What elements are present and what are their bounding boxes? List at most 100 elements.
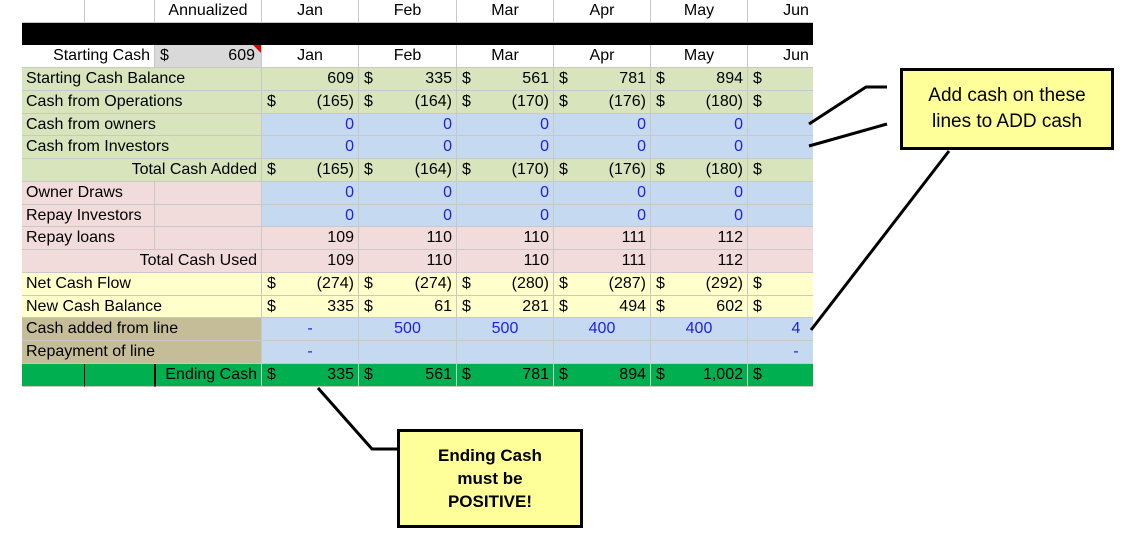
month-value-cell[interactable]: $894 xyxy=(554,363,651,387)
month-value-cell[interactable]: $ (176) xyxy=(554,159,651,182)
annualized-cell[interactable] xyxy=(155,227,262,250)
month-value-cell[interactable]: $335 xyxy=(359,68,457,91)
month-value-cell[interactable]: $281 xyxy=(457,295,554,319)
starting-cash-input[interactable]: $ 609 xyxy=(155,45,262,68)
month-value-cell[interactable]: $61 xyxy=(359,295,457,319)
month-value-cell[interactable]: 500 xyxy=(359,318,457,341)
month-value-cell[interactable]: 0 xyxy=(651,204,748,228)
month-value-cell[interactable] xyxy=(748,250,813,273)
month-value-cell[interactable]: $561 xyxy=(359,363,457,387)
ending-cash-blank-cell[interactable] xyxy=(85,363,155,387)
month-value-cell[interactable]: - xyxy=(748,341,813,364)
month-value-cell[interactable]: $1,1 xyxy=(748,363,813,387)
column-header-mar[interactable]: Mar xyxy=(457,0,554,23)
column-header-apr[interactable]: Apr xyxy=(554,0,651,23)
annualized-cell[interactable] xyxy=(155,204,262,228)
month-value-cell[interactable]: $602 xyxy=(651,295,748,319)
month-value-cell[interactable]: $ (274) xyxy=(262,272,359,296)
month-value-cell[interactable]: $335 xyxy=(262,363,359,387)
month-value-cell[interactable]: 0 xyxy=(262,181,359,205)
month-value-cell[interactable] xyxy=(554,341,651,364)
month-value-cell[interactable]: 112 xyxy=(651,227,748,250)
month-value-cell[interactable]: 110 xyxy=(359,227,457,250)
month-value-cell[interactable]: 110 xyxy=(359,250,457,273)
month-value-cell[interactable]: - xyxy=(262,318,359,341)
month-value-cell[interactable]: 112 xyxy=(651,250,748,273)
month-value-cell[interactable]: 0 xyxy=(554,204,651,228)
month-value-cell[interactable]: 609 xyxy=(262,68,359,91)
month-value-cell[interactable]: 0 xyxy=(651,181,748,205)
month-value-cell[interactable] xyxy=(359,341,457,364)
month-value-cell[interactable]: 0 xyxy=(262,136,359,159)
month-value-cell[interactable]: $335 xyxy=(262,295,359,319)
month-value-cell[interactable]: $ (165) xyxy=(262,90,359,114)
month-value-cell[interactable]: 111 xyxy=(554,227,651,250)
month-value-cell[interactable]: 111 xyxy=(554,250,651,273)
month-value-cell[interactable]: - xyxy=(262,341,359,364)
month-value-cell[interactable]: $781 xyxy=(457,363,554,387)
month-value-cell[interactable] xyxy=(457,341,554,364)
month-value-cell[interactable]: $ (180) xyxy=(651,90,748,114)
annualized-cell[interactable] xyxy=(155,181,262,205)
month-value-cell[interactable]: $(1 xyxy=(748,90,813,114)
month-value-cell[interactable]: $ (287) xyxy=(554,272,651,296)
month-value-cell[interactable]: 110 xyxy=(457,227,554,250)
month-value-cell[interactable]: $ (274) xyxy=(359,272,457,296)
month-value-cell[interactable]: 0 xyxy=(651,136,748,159)
month-value-cell[interactable]: 0 xyxy=(359,113,457,137)
cell-value: 110 xyxy=(426,229,452,247)
month-value-cell[interactable]: $7 xyxy=(748,295,813,319)
month-value-cell[interactable]: $894 xyxy=(651,68,748,91)
month-value-cell[interactable]: 0 xyxy=(457,136,554,159)
month-value-cell[interactable]: 0 xyxy=(359,181,457,205)
month-value-cell[interactable]: $ (176) xyxy=(554,90,651,114)
month-value-cell[interactable] xyxy=(651,341,748,364)
month-value-cell[interactable]: 109 xyxy=(262,250,359,273)
month-value-cell[interactable]: $(2 xyxy=(748,272,813,296)
column-header-annualized[interactable]: Annualized xyxy=(155,0,262,23)
month-value-cell[interactable]: 0 xyxy=(457,204,554,228)
month-value-cell[interactable]: 4 xyxy=(748,318,813,341)
column-header-jan[interactable]: Jan xyxy=(262,0,359,23)
column-header-jun[interactable]: Jun xyxy=(748,0,813,23)
month-value-cell[interactable]: 110 xyxy=(457,250,554,273)
month-value-cell[interactable]: 0 xyxy=(554,181,651,205)
month-value-cell[interactable]: $561 xyxy=(457,68,554,91)
month-value-cell[interactable] xyxy=(748,113,813,137)
month-value-cell[interactable] xyxy=(748,181,813,205)
month-value-cell[interactable]: $ (165) xyxy=(262,159,359,182)
month-value-cell[interactable]: $(1 xyxy=(748,159,813,182)
month-value-cell[interactable] xyxy=(748,136,813,159)
month-value-cell[interactable] xyxy=(748,204,813,228)
month-value-cell[interactable]: $1,0 xyxy=(748,68,813,91)
ending-cash-blank-cell[interactable] xyxy=(22,363,85,387)
cell-value: 0 xyxy=(540,206,549,224)
month-value-cell[interactable]: $ (164) xyxy=(359,159,457,182)
column-header-feb[interactable]: Feb xyxy=(359,0,457,23)
month-value-cell[interactable]: 0 xyxy=(554,113,651,137)
month-value-cell[interactable]: $ (180) xyxy=(651,159,748,182)
month-value-cell[interactable]: 0 xyxy=(457,181,554,205)
month-value-cell[interactable]: 400 xyxy=(651,318,748,341)
month-value-cell[interactable]: $ (170) xyxy=(457,159,554,182)
month-value-cell[interactable]: $ (164) xyxy=(359,90,457,114)
month-value-cell[interactable]: 0 xyxy=(651,113,748,137)
month-value-cell[interactable]: $ (170) xyxy=(457,90,554,114)
month-value-cell[interactable]: 0 xyxy=(359,136,457,159)
month-value-cell[interactable]: 0 xyxy=(554,136,651,159)
month-value-cell[interactable]: 0 xyxy=(262,204,359,228)
month-value-cell[interactable]: $781 xyxy=(554,68,651,91)
month-value-cell[interactable]: $1,002 xyxy=(651,363,748,387)
month-value-cell[interactable]: 0 xyxy=(262,113,359,137)
month-value-cell[interactable]: $ (292) xyxy=(651,272,748,296)
column-header-may[interactable]: May xyxy=(651,0,748,23)
month-value-cell[interactable]: 400 xyxy=(554,318,651,341)
month-value-cell[interactable] xyxy=(748,227,813,250)
month-value-cell[interactable]: $ (280) xyxy=(457,272,554,296)
comment-indicator-icon[interactable] xyxy=(253,45,261,53)
month-value-cell[interactable]: 0 xyxy=(359,204,457,228)
month-value-cell[interactable]: 500 xyxy=(457,318,554,341)
month-value-cell[interactable]: 109 xyxy=(262,227,359,250)
month-value-cell[interactable]: $494 xyxy=(554,295,651,319)
month-value-cell[interactable]: 0 xyxy=(457,113,554,137)
